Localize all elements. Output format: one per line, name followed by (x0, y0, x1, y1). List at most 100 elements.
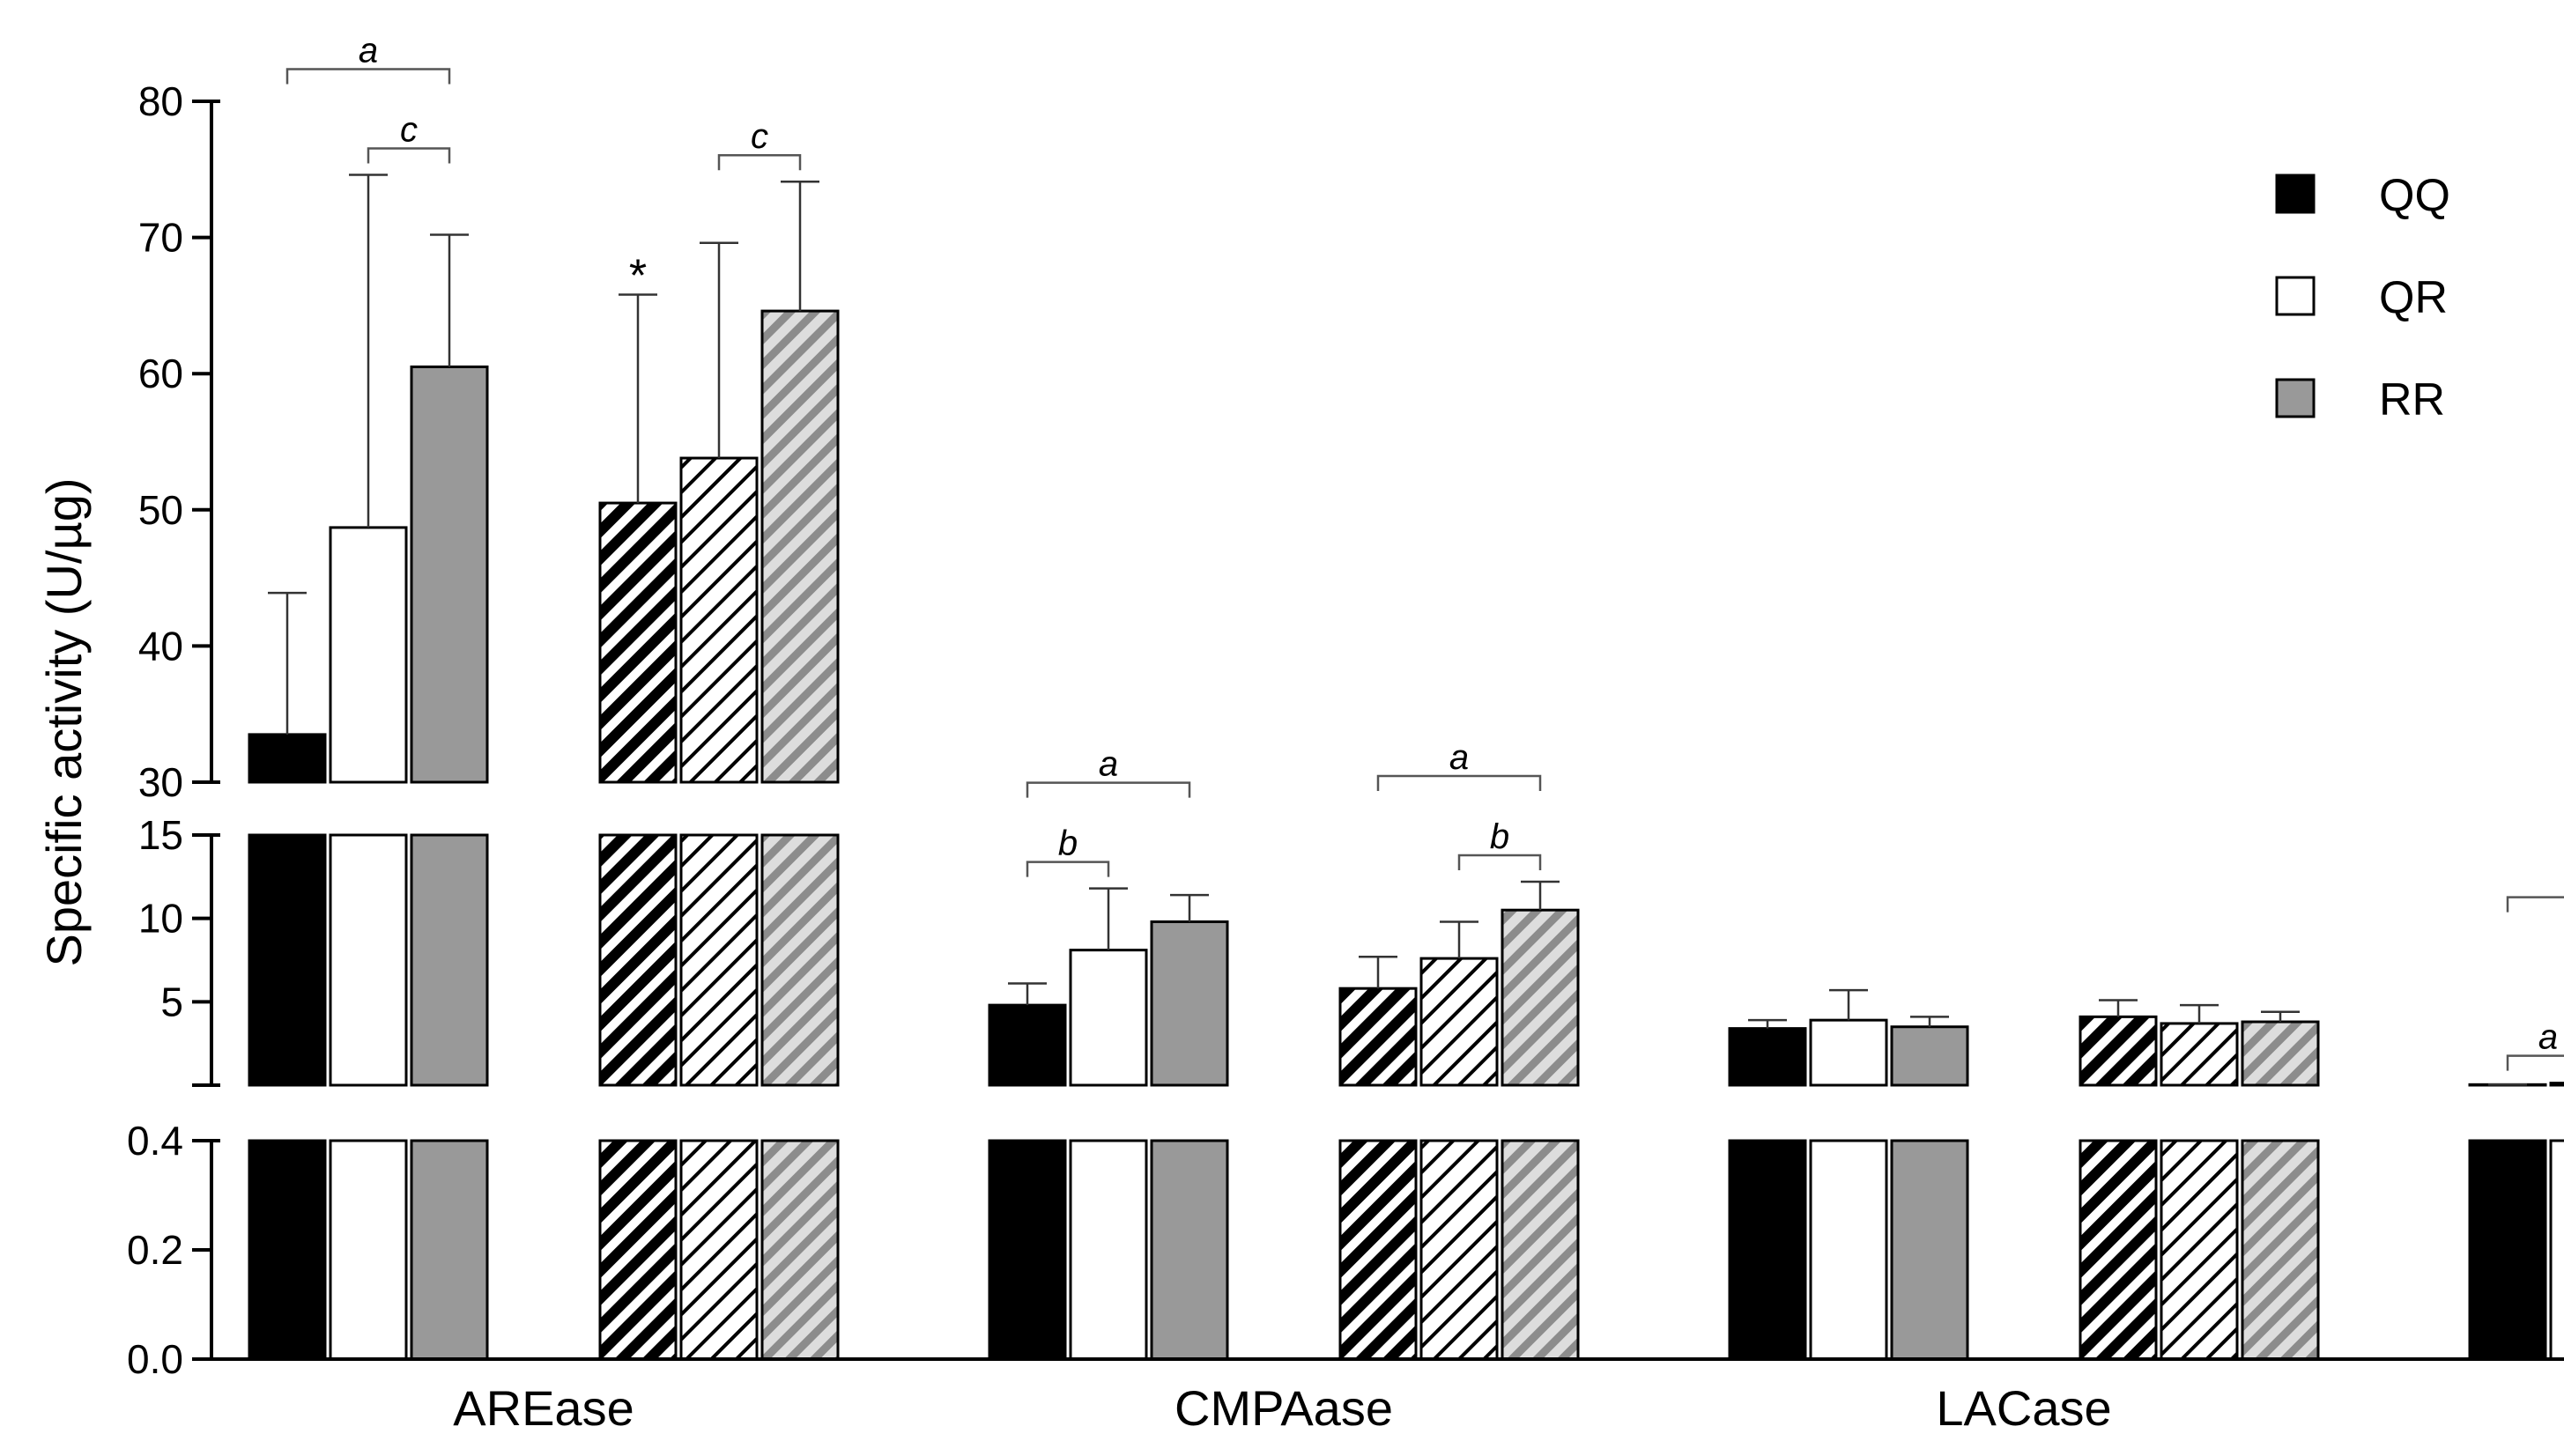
bar-cmpaase-hatched-qq (1338, 955, 1418, 1361)
bracket-line (1026, 861, 1110, 877)
bar-segment-lacase-hatched-qq (2079, 1015, 2158, 1087)
bar-segment-lacase-hatched-qq (2079, 1139, 2158, 1361)
y-tick-label: 10 (138, 896, 183, 942)
bar-segment-lacase-solid-qr (1809, 1139, 1888, 1361)
bar-segment-arease-solid-rr (410, 365, 489, 784)
legend-label: QQ (2379, 170, 2450, 221)
bar-segment-lacase-solid-rr (1890, 1025, 1969, 1087)
bar-segment-arease-hatched-qq (598, 1139, 678, 1361)
bracket-line (367, 147, 451, 164)
bracket-line (2506, 1054, 2564, 1071)
bar-segment-cmpaase-hatched-rr (1501, 908, 1580, 1087)
bracket-line (1457, 854, 1542, 871)
bar-segment-arease-solid-rr (410, 1139, 489, 1361)
y-tick-label: 80 (138, 78, 183, 124)
y-tick-label: 0.0 (127, 1336, 183, 1382)
bracket-line (285, 68, 451, 85)
significance-letter: b (1058, 824, 1078, 863)
bar-segment-lacase-hatched-qr (2160, 1022, 2239, 1087)
legend: QQ QR RR (2275, 170, 2450, 425)
bar-segment-lacase-solid-qq (1728, 1027, 1807, 1087)
bar-segment-arease-hatched-rr (760, 833, 840, 1087)
category-label-arease: AREase (453, 1380, 634, 1436)
significance-bracket-arease-hatched-qr-rr: c (717, 117, 802, 171)
bar-segment-arease-solid-qq (248, 1139, 327, 1361)
bars-layer (248, 174, 2564, 1361)
significance-letter: c (751, 117, 768, 156)
bar-segment-cmpaase-solid-qr (1069, 949, 1148, 1087)
significance-bracket-cmpaase-solid-qq-rr: a (1026, 745, 1191, 798)
significance-bracket-cmpaase-hatched-qr-rr: b (1457, 817, 1542, 871)
bar-ponase-solid-qr (2549, 1082, 2564, 1361)
bar-lacase-hatched-rr (2241, 1010, 2320, 1361)
bar-lacase-solid-qq (1728, 1018, 1807, 1361)
bar-arease-solid-rr (410, 233, 489, 1361)
bar-arease-hatched-rr (760, 180, 840, 1361)
y-tick-label: 15 (138, 812, 183, 858)
bar-segment-lacase-solid-qq (1728, 1139, 1807, 1361)
y-tick-label: 5 (160, 979, 183, 1024)
significance-bracket-ponase-solid-qq-qr: a (2506, 1018, 2564, 1071)
significance-bracket-ponase-solid-qq-rr: a (2506, 896, 2564, 913)
bar-segment-lacase-hatched-rr (2241, 1139, 2320, 1361)
bar-segment-cmpaase-hatched-qr (1419, 1139, 1499, 1361)
y-axis: 30 40 50 60 70 80 5 10 15 0.0 0.2 0.4 (127, 78, 2564, 1382)
bar-segment-cmpaase-hatched-qr (1419, 957, 1499, 1087)
bar-segment-arease-solid-rr (410, 833, 489, 1087)
bar-segment-arease-hatched-rr (760, 309, 840, 784)
significance-bracket-arease-solid-qq-rr: a (285, 31, 451, 85)
bar-segment-arease-hatched-qr (679, 1139, 759, 1361)
bar-cmpaase-hatched-qr (1419, 920, 1499, 1361)
bracket-line (1026, 781, 1191, 798)
bar-segment-arease-solid-qq (248, 833, 327, 1087)
bar-cmpaase-hatched-rr (1501, 880, 1580, 1361)
bar-segment-cmpaase-solid-rr (1150, 920, 1229, 1087)
bracket-line (2506, 896, 2564, 913)
bar-segment-ponase-solid-qq (2468, 1139, 2547, 1361)
y-tick-label: 30 (138, 759, 183, 805)
bar-arease-solid-qr (329, 174, 408, 1361)
bar-segment-arease-solid-qq (248, 733, 327, 784)
legend-swatch (2275, 378, 2316, 418)
legend-item-qq: QQ (2275, 170, 2450, 221)
y-tick-label: 0.4 (127, 1118, 183, 1164)
significance-letter: a (1449, 738, 1469, 777)
bar-segment-arease-hatched-qr (679, 456, 759, 784)
bar-segment-arease-hatched-qr (679, 833, 759, 1087)
significance-letter: a (359, 31, 378, 70)
significance-bracket-cmpaase-solid-qq-qr: b (1026, 824, 1110, 877)
bar-segment-arease-solid-qr (329, 833, 408, 1087)
bar-cmpaase-solid-rr (1150, 893, 1229, 1361)
legend-swatch (2275, 276, 2316, 316)
category-label-lacase: LACase (1936, 1380, 2111, 1436)
star-annotation-arease-hatched-qq: * (629, 251, 647, 302)
bar-segment-cmpaase-solid-qq (988, 1003, 1067, 1087)
bar-segment-cmpaase-hatched-qq (1338, 1139, 1418, 1361)
bar-segment-lacase-solid-qr (1809, 1018, 1888, 1087)
bar-segment-lacase-solid-rr (1890, 1139, 1969, 1361)
bar-lacase-solid-qr (1809, 988, 1888, 1361)
bar-cmpaase-solid-qr (1069, 887, 1148, 1361)
bar-segment-arease-solid-qr (329, 526, 408, 784)
legend-label: QR (2379, 272, 2448, 323)
bar-lacase-hatched-qr (2160, 1003, 2239, 1361)
legend-item-qr: QR (2275, 272, 2448, 323)
x-axis-category-labels: AREaseCMPAaseLACasePONase (453, 1380, 2111, 1436)
bar-cmpaase-solid-qq (988, 982, 1067, 1361)
bar-arease-hatched-qq (598, 293, 678, 1361)
legend-label: RR (2379, 374, 2445, 425)
bar-segment-cmpaase-hatched-qq (1338, 987, 1418, 1087)
bar-segment-cmpaase-solid-qq (988, 1139, 1067, 1361)
y-tick-label: 40 (138, 623, 183, 669)
bar-segment-lacase-hatched-qr (2160, 1139, 2239, 1361)
bar-segment-ponase-solid-qr (2549, 1082, 2564, 1087)
y-tick-label: 70 (138, 215, 183, 261)
significance-annotations: cacbabaabaaba** (285, 31, 2564, 1071)
significance-bracket-arease-solid-qr-rr: c (367, 110, 451, 164)
bracket-line (1376, 774, 1542, 792)
significance-bracket-cmpaase-hatched-qq-rr: a (1376, 738, 1542, 792)
bar-lacase-solid-rr (1890, 1016, 1969, 1361)
bar-lacase-hatched-qq (2079, 999, 2158, 1361)
legend-item-rr: RR (2275, 374, 2445, 425)
